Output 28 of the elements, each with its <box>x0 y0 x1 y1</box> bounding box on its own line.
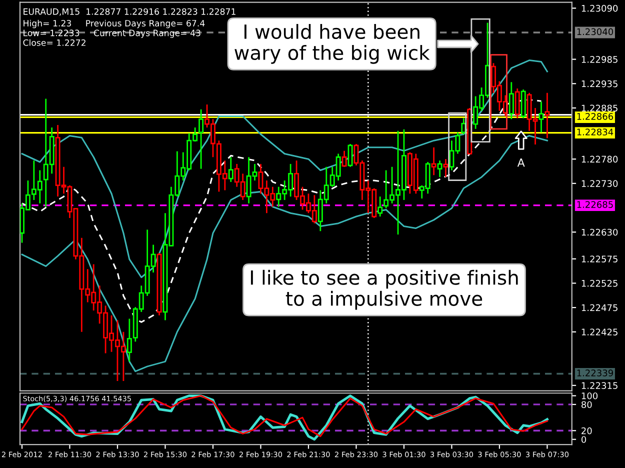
y-tick-label: 100 <box>582 392 598 400</box>
annotation: High= 1.23 Previous Days Range= 67.4 <box>24 20 205 28</box>
y-tick-label: 1.22630 <box>582 228 618 236</box>
annotation: Low= 1.2233 Current Days Range= 43 <box>24 30 200 38</box>
y-tick-label: 1.22985 <box>582 56 618 63</box>
annotation: Close= 1.2272 <box>23 39 86 46</box>
ref-line-label: 1.22339 <box>577 370 613 376</box>
ref-line-label: 1.23040 <box>577 28 614 36</box>
y-tick-label: 0 <box>582 436 586 443</box>
y-tick-label: 1.22475 <box>582 304 618 312</box>
y-tick-label: 1.22780 <box>582 156 618 163</box>
text: EURAUD,M15 1.22877 1.22916 1.22823 1.22871 <box>24 8 236 16</box>
y-tick-label: 20 <box>582 427 592 434</box>
y-tick-label: 1.22885 <box>582 104 618 112</box>
y-tick-label: 1.22730 <box>582 180 618 187</box>
y-tick-label: 1.23090 <box>582 4 618 12</box>
y-tick-label: 1.22425 <box>582 328 618 336</box>
ref-line-label: 1.22685 <box>577 201 613 208</box>
y-tick-label: 1.22575 <box>582 256 618 262</box>
y-tick-label: 1.22525 <box>582 280 618 287</box>
y-tick-label: 1.22315 <box>582 382 618 389</box>
y-tick-label: 80 <box>582 401 592 408</box>
annotation: A <box>517 158 525 167</box>
ref-line-label: 1.22866 <box>577 113 614 120</box>
annotation: I like to see a positive finish to a impulsive move <box>250 270 518 310</box>
y-tick-label: 1.22935 <box>582 80 618 88</box>
ref-line-label: 1.22834 <box>577 128 614 136</box>
annotation: I would have been wary of the big wick <box>234 24 430 64</box>
